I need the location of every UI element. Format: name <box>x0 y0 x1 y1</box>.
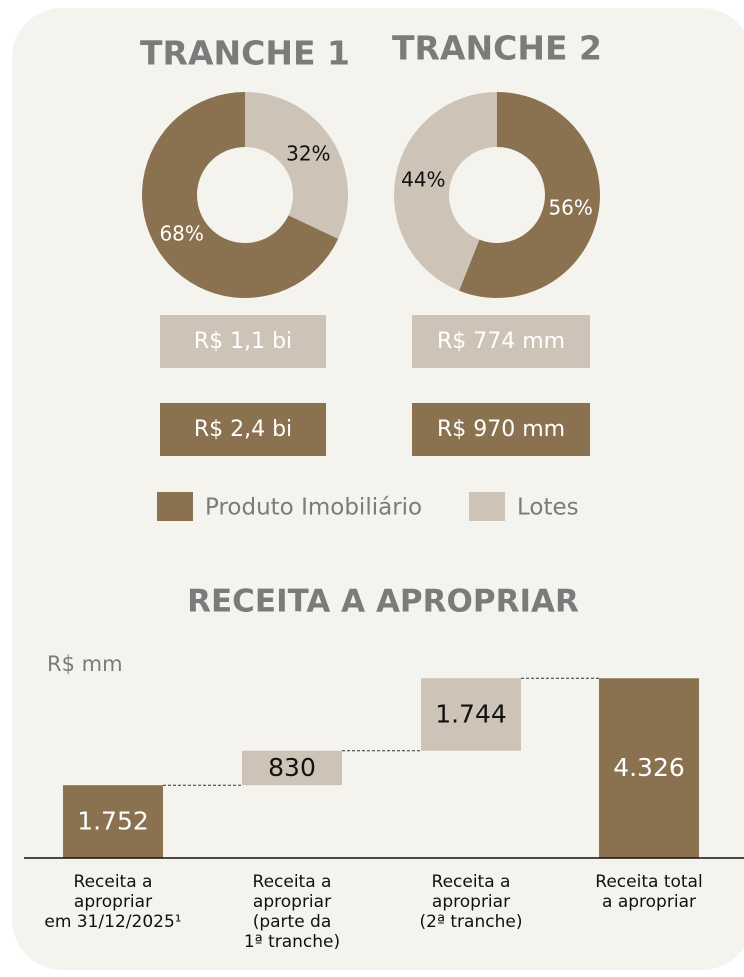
amount-label: R$ 970 mm <box>437 417 565 442</box>
legend-swatch <box>157 492 193 521</box>
bar <box>242 750 342 786</box>
donut-slice <box>141 92 339 298</box>
amount-box <box>412 403 590 456</box>
bar <box>421 678 521 751</box>
amount-label: R$ 2,4 bi <box>194 417 292 442</box>
slice-label: 68% <box>159 222 203 246</box>
amount-label: R$ 1,1 bi <box>194 329 292 354</box>
amount-box <box>160 315 326 368</box>
chart-title: TRANCHE 2 <box>392 29 602 68</box>
legend-label: Produto Imobiliário <box>205 495 422 521</box>
legend-swatch <box>469 492 505 521</box>
category-label: Receita a apropriar (parte da 1ª tranche) <box>244 872 340 952</box>
bar <box>599 678 699 858</box>
value-label: 4.326 <box>613 753 685 782</box>
donut-slice <box>245 92 348 239</box>
slice-label: 32% <box>286 141 330 165</box>
category-label: Receita total a apropriar <box>595 872 702 912</box>
value-label: 830 <box>268 753 316 782</box>
y-axis-label: R$ mm <box>47 652 123 676</box>
slice-label: 56% <box>548 196 592 220</box>
slice-label: 44% <box>401 167 445 191</box>
amount-box <box>412 315 590 368</box>
value-label: 1.752 <box>77 807 149 836</box>
legend-label: Lotes <box>517 495 579 521</box>
amount-label: R$ 774 mm <box>437 329 565 354</box>
category-label: Receita a apropriar (2ª tranche) <box>420 872 523 932</box>
value-label: 1.744 <box>435 699 507 728</box>
chart-title: TRANCHE 1 <box>140 34 350 73</box>
chart-title: RECEITA A APROPRIAR <box>187 584 579 620</box>
donut-slice <box>394 92 497 291</box>
bar <box>63 785 163 858</box>
amount-box <box>160 403 326 456</box>
donut-slice <box>459 92 601 299</box>
category-label: Receita a apropriar em 31/12/2025¹ <box>44 872 181 932</box>
